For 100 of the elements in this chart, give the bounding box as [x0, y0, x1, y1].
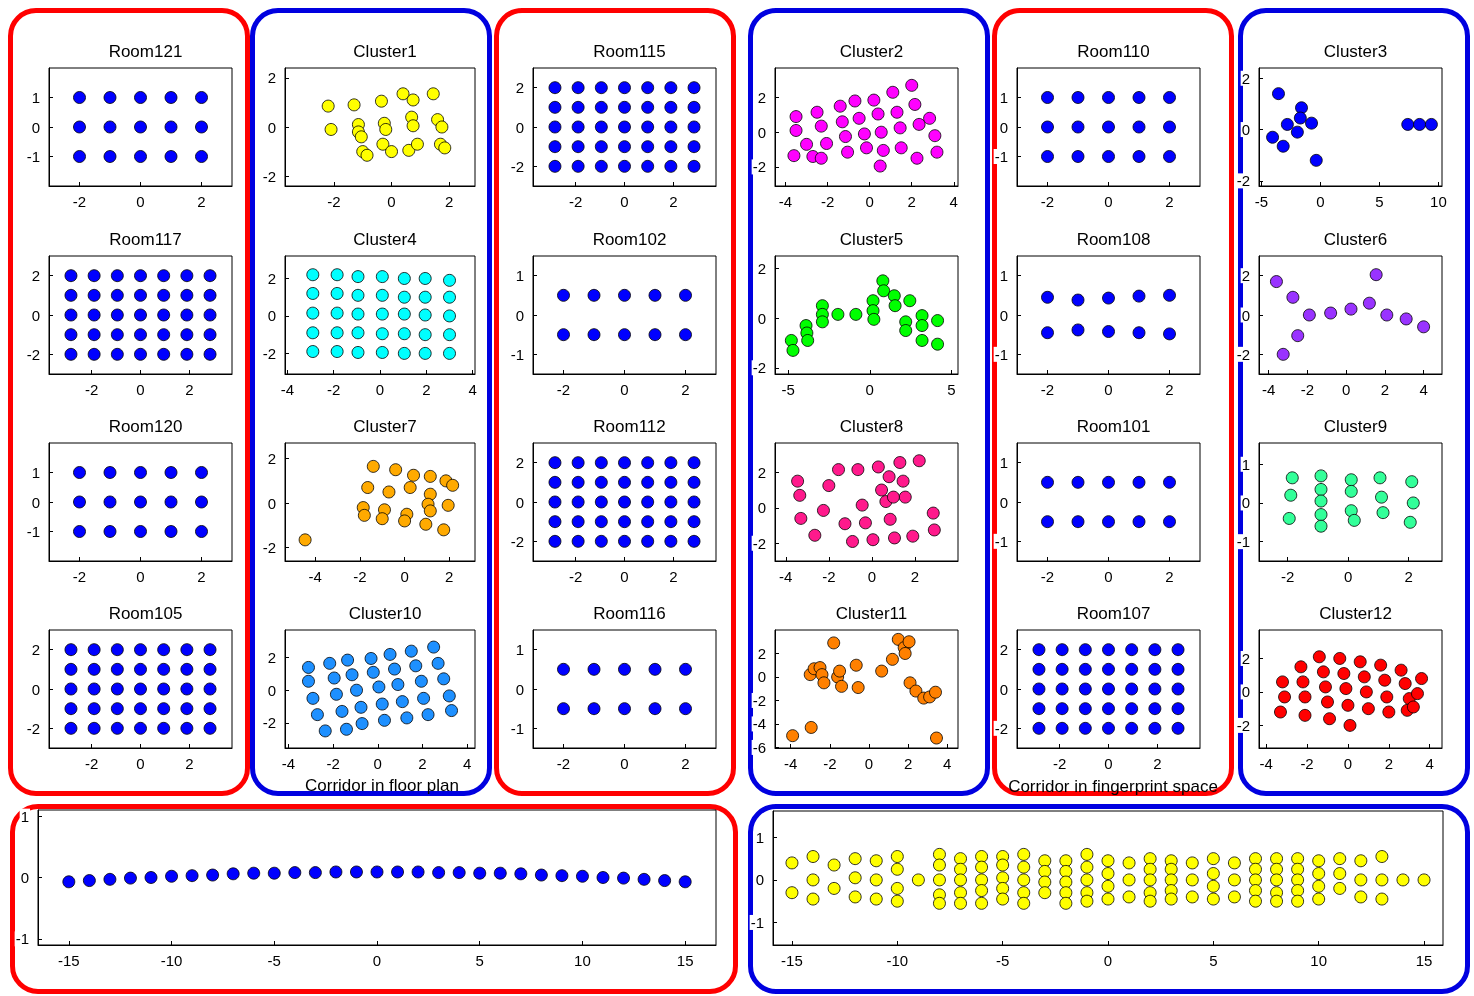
y-tick-label: -1: [510, 719, 524, 737]
x-tick-label: -2: [1040, 568, 1055, 585]
x-tick-label: 0: [1104, 755, 1113, 772]
x-tick-label: -4: [783, 755, 798, 772]
x-tick-label: 0: [620, 755, 629, 772]
y-tick-label: -2: [994, 719, 1008, 737]
y-tick-label: 2: [267, 269, 276, 287]
chart-title: Room107: [1076, 604, 1151, 623]
x-tick-label: 15: [676, 952, 694, 969]
x-tick-label: 0: [1104, 193, 1113, 210]
y-tick-label: 2: [757, 644, 766, 662]
x-tick-label: 2: [1165, 381, 1174, 398]
x-tick-label: 0: [620, 568, 629, 585]
x-tick-label: -4: [280, 381, 294, 398]
x-tick-label: -15: [57, 952, 80, 969]
chart-title: Cluster7: [353, 417, 417, 436]
y-tick-label: 0: [515, 306, 524, 324]
x-tick-label: 2: [669, 568, 678, 585]
y-tick-label: 0: [267, 494, 276, 512]
y-tick-label: -2: [26, 719, 40, 737]
y-tick-label: 1: [515, 641, 524, 659]
chart-title: Room121: [108, 42, 183, 61]
chart-title: Cluster8: [839, 417, 904, 436]
x-tick-label: 2: [1384, 755, 1394, 772]
chart-title: Room115: [593, 42, 666, 61]
y-tick-label: 1: [31, 464, 40, 481]
y-tick-label: 2: [757, 259, 766, 277]
y-tick-label: 0: [267, 118, 276, 136]
y-tick-label: -2: [752, 534, 766, 552]
x-tick-label: 2: [185, 381, 194, 398]
x-tick-label: -5: [1254, 193, 1269, 210]
x-tick-label: 5: [1375, 193, 1384, 210]
x-tick-label: 0: [136, 568, 145, 585]
y-tick-label: -1: [994, 345, 1008, 363]
x-tick-label: 0: [1316, 193, 1325, 210]
x-tick-label: 15: [1415, 952, 1433, 969]
chart-title: Room108: [1076, 230, 1151, 249]
chart-title: Corridor in floor plan: [304, 776, 460, 795]
x-tick-label: 0: [867, 568, 877, 585]
x-tick-label: -15: [781, 952, 803, 969]
chart-title: Room102: [592, 230, 667, 249]
x-tick-label: -4: [1259, 755, 1273, 772]
x-tick-label: 2: [422, 381, 431, 398]
chart-title: Cluster3: [1323, 42, 1388, 61]
y-tick-label: 2: [757, 89, 766, 106]
x-tick-label: 2: [907, 193, 916, 210]
x-tick-label: 4: [463, 755, 472, 772]
x-tick-label: 2: [681, 381, 690, 398]
x-tick-label: -4: [779, 568, 793, 585]
x-tick-label: 0: [865, 381, 874, 398]
y-tick-label: 0: [757, 123, 766, 141]
y-tick-label: 1: [999, 89, 1008, 106]
chart-title: Cluster12: [1319, 604, 1392, 623]
x-tick-label: 0: [620, 381, 629, 398]
x-tick-label: 2: [903, 755, 913, 772]
x-tick-label: -10: [886, 952, 909, 969]
y-tick-label: -2: [510, 532, 524, 550]
x-tick-label: 10: [1430, 193, 1447, 210]
y-tick-label: -1: [994, 532, 1008, 550]
x-tick-label: 4: [1425, 755, 1434, 772]
y-tick-label: 2: [1241, 69, 1250, 87]
x-tick-label: 2: [1165, 193, 1174, 210]
x-tick-label: 2: [1165, 568, 1174, 585]
x-tick-label: -2: [822, 568, 836, 585]
x-tick-label: -2: [72, 568, 87, 585]
x-tick-label: -2: [1040, 381, 1055, 398]
y-tick-label: 0: [515, 118, 524, 136]
x-tick-label: -2: [85, 755, 99, 772]
y-tick-label: 0: [20, 869, 29, 886]
x-tick-label: 2: [1380, 381, 1390, 398]
y-tick-label: 1: [515, 267, 524, 285]
x-tick-label: 0: [1104, 568, 1113, 585]
x-tick-label: -2: [326, 381, 341, 398]
y-tick-label: 2: [515, 79, 524, 97]
x-tick-label: -2: [569, 568, 583, 585]
x-tick-label: 2: [185, 755, 194, 772]
y-tick-label: 1: [1241, 455, 1250, 473]
x-tick-label: -2: [353, 568, 367, 585]
y-tick-label: 2: [1241, 649, 1250, 667]
x-tick-label: -2: [1053, 755, 1067, 772]
chart-title: Cluster10: [348, 604, 422, 623]
x-tick-label: -4: [778, 193, 793, 210]
x-tick-label: 2: [444, 193, 454, 210]
x-tick-label: 0: [1104, 381, 1113, 398]
x-tick-label: 5: [1209, 952, 1218, 969]
x-tick-label: -5: [267, 952, 281, 969]
y-tick-label: 2: [1241, 267, 1250, 285]
x-tick-label: -2: [556, 755, 571, 772]
x-tick-label: 0: [865, 193, 874, 210]
x-tick-label: -5: [995, 952, 1010, 969]
x-tick-label: 2: [681, 755, 690, 772]
y-tick-label: 0: [31, 118, 40, 136]
y-tick-label: 0: [999, 680, 1008, 698]
chart-title: Cluster4: [353, 230, 417, 249]
y-tick-label: -1: [26, 523, 40, 540]
x-tick-label: -2: [72, 193, 87, 210]
chart-title: Room120: [108, 417, 183, 436]
y-tick-label: -2: [1236, 716, 1250, 734]
y-tick-label: -2: [262, 344, 276, 362]
x-tick-label: -5: [781, 381, 795, 398]
